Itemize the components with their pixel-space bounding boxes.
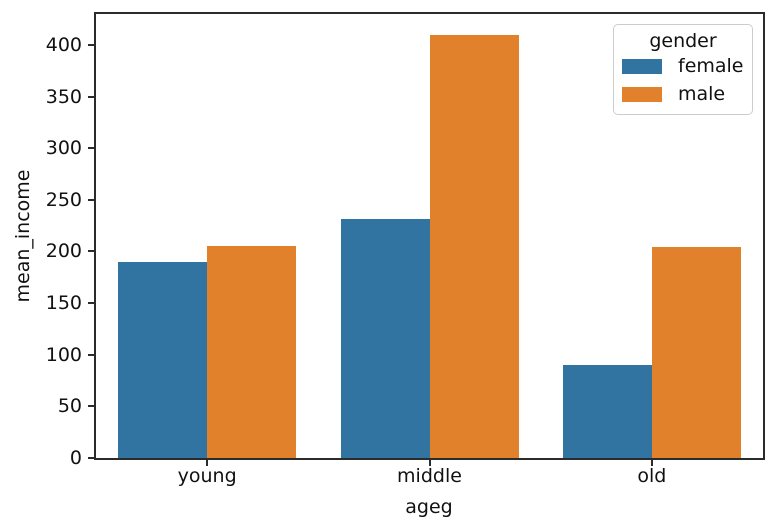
- x-tick-label-old: old: [637, 465, 667, 487]
- x-tick-label-young: young: [177, 465, 237, 487]
- y-tick-150: [88, 302, 94, 305]
- bar-female-young: [118, 261, 208, 458]
- y-tick-350: [88, 95, 94, 98]
- legend: gender female male: [613, 24, 753, 115]
- x-tick-young: [206, 460, 209, 466]
- x-axis-label: ageg: [405, 496, 453, 518]
- y-tick-label-300: 300: [45, 137, 82, 160]
- bar-male-middle: [429, 34, 519, 458]
- bar-female-middle: [340, 219, 430, 458]
- y-tick-label-150: 150: [45, 292, 82, 315]
- y-tick-400: [88, 43, 94, 46]
- y-tick-200: [88, 250, 94, 253]
- legend-label-male: male: [678, 83, 726, 105]
- y-tick-label-100: 100: [45, 343, 82, 366]
- legend-entry-female: female: [614, 52, 752, 80]
- y-tick-label-50: 50: [57, 395, 82, 418]
- legend-label-female: female: [678, 55, 744, 77]
- y-tick-label-400: 400: [45, 33, 82, 56]
- x-tick-middle: [428, 460, 431, 466]
- y-tick-100: [88, 353, 94, 356]
- y-tick-label-250: 250: [45, 188, 82, 211]
- legend-entries: female male: [614, 52, 752, 108]
- y-axis-label: mean_income: [12, 169, 34, 303]
- bar-male-old: [651, 247, 741, 458]
- legend-title: gender: [649, 30, 717, 52]
- bar-male-young: [207, 246, 297, 458]
- x-tick-label-middle: middle: [397, 465, 462, 487]
- legend-swatch-female: [622, 58, 662, 74]
- y-tick-300: [88, 147, 94, 150]
- x-tick-old: [650, 460, 653, 466]
- y-tick-50: [88, 405, 94, 408]
- y-tick-label-350: 350: [45, 85, 82, 108]
- y-tick-250: [88, 198, 94, 201]
- y-tick-label-200: 200: [45, 240, 82, 263]
- legend-swatch-male: [622, 86, 662, 102]
- legend-entry-male: male: [614, 80, 752, 108]
- y-tick-0: [88, 457, 94, 459]
- bar-female-old: [562, 365, 652, 458]
- y-tick-label-0: 0: [69, 447, 82, 469]
